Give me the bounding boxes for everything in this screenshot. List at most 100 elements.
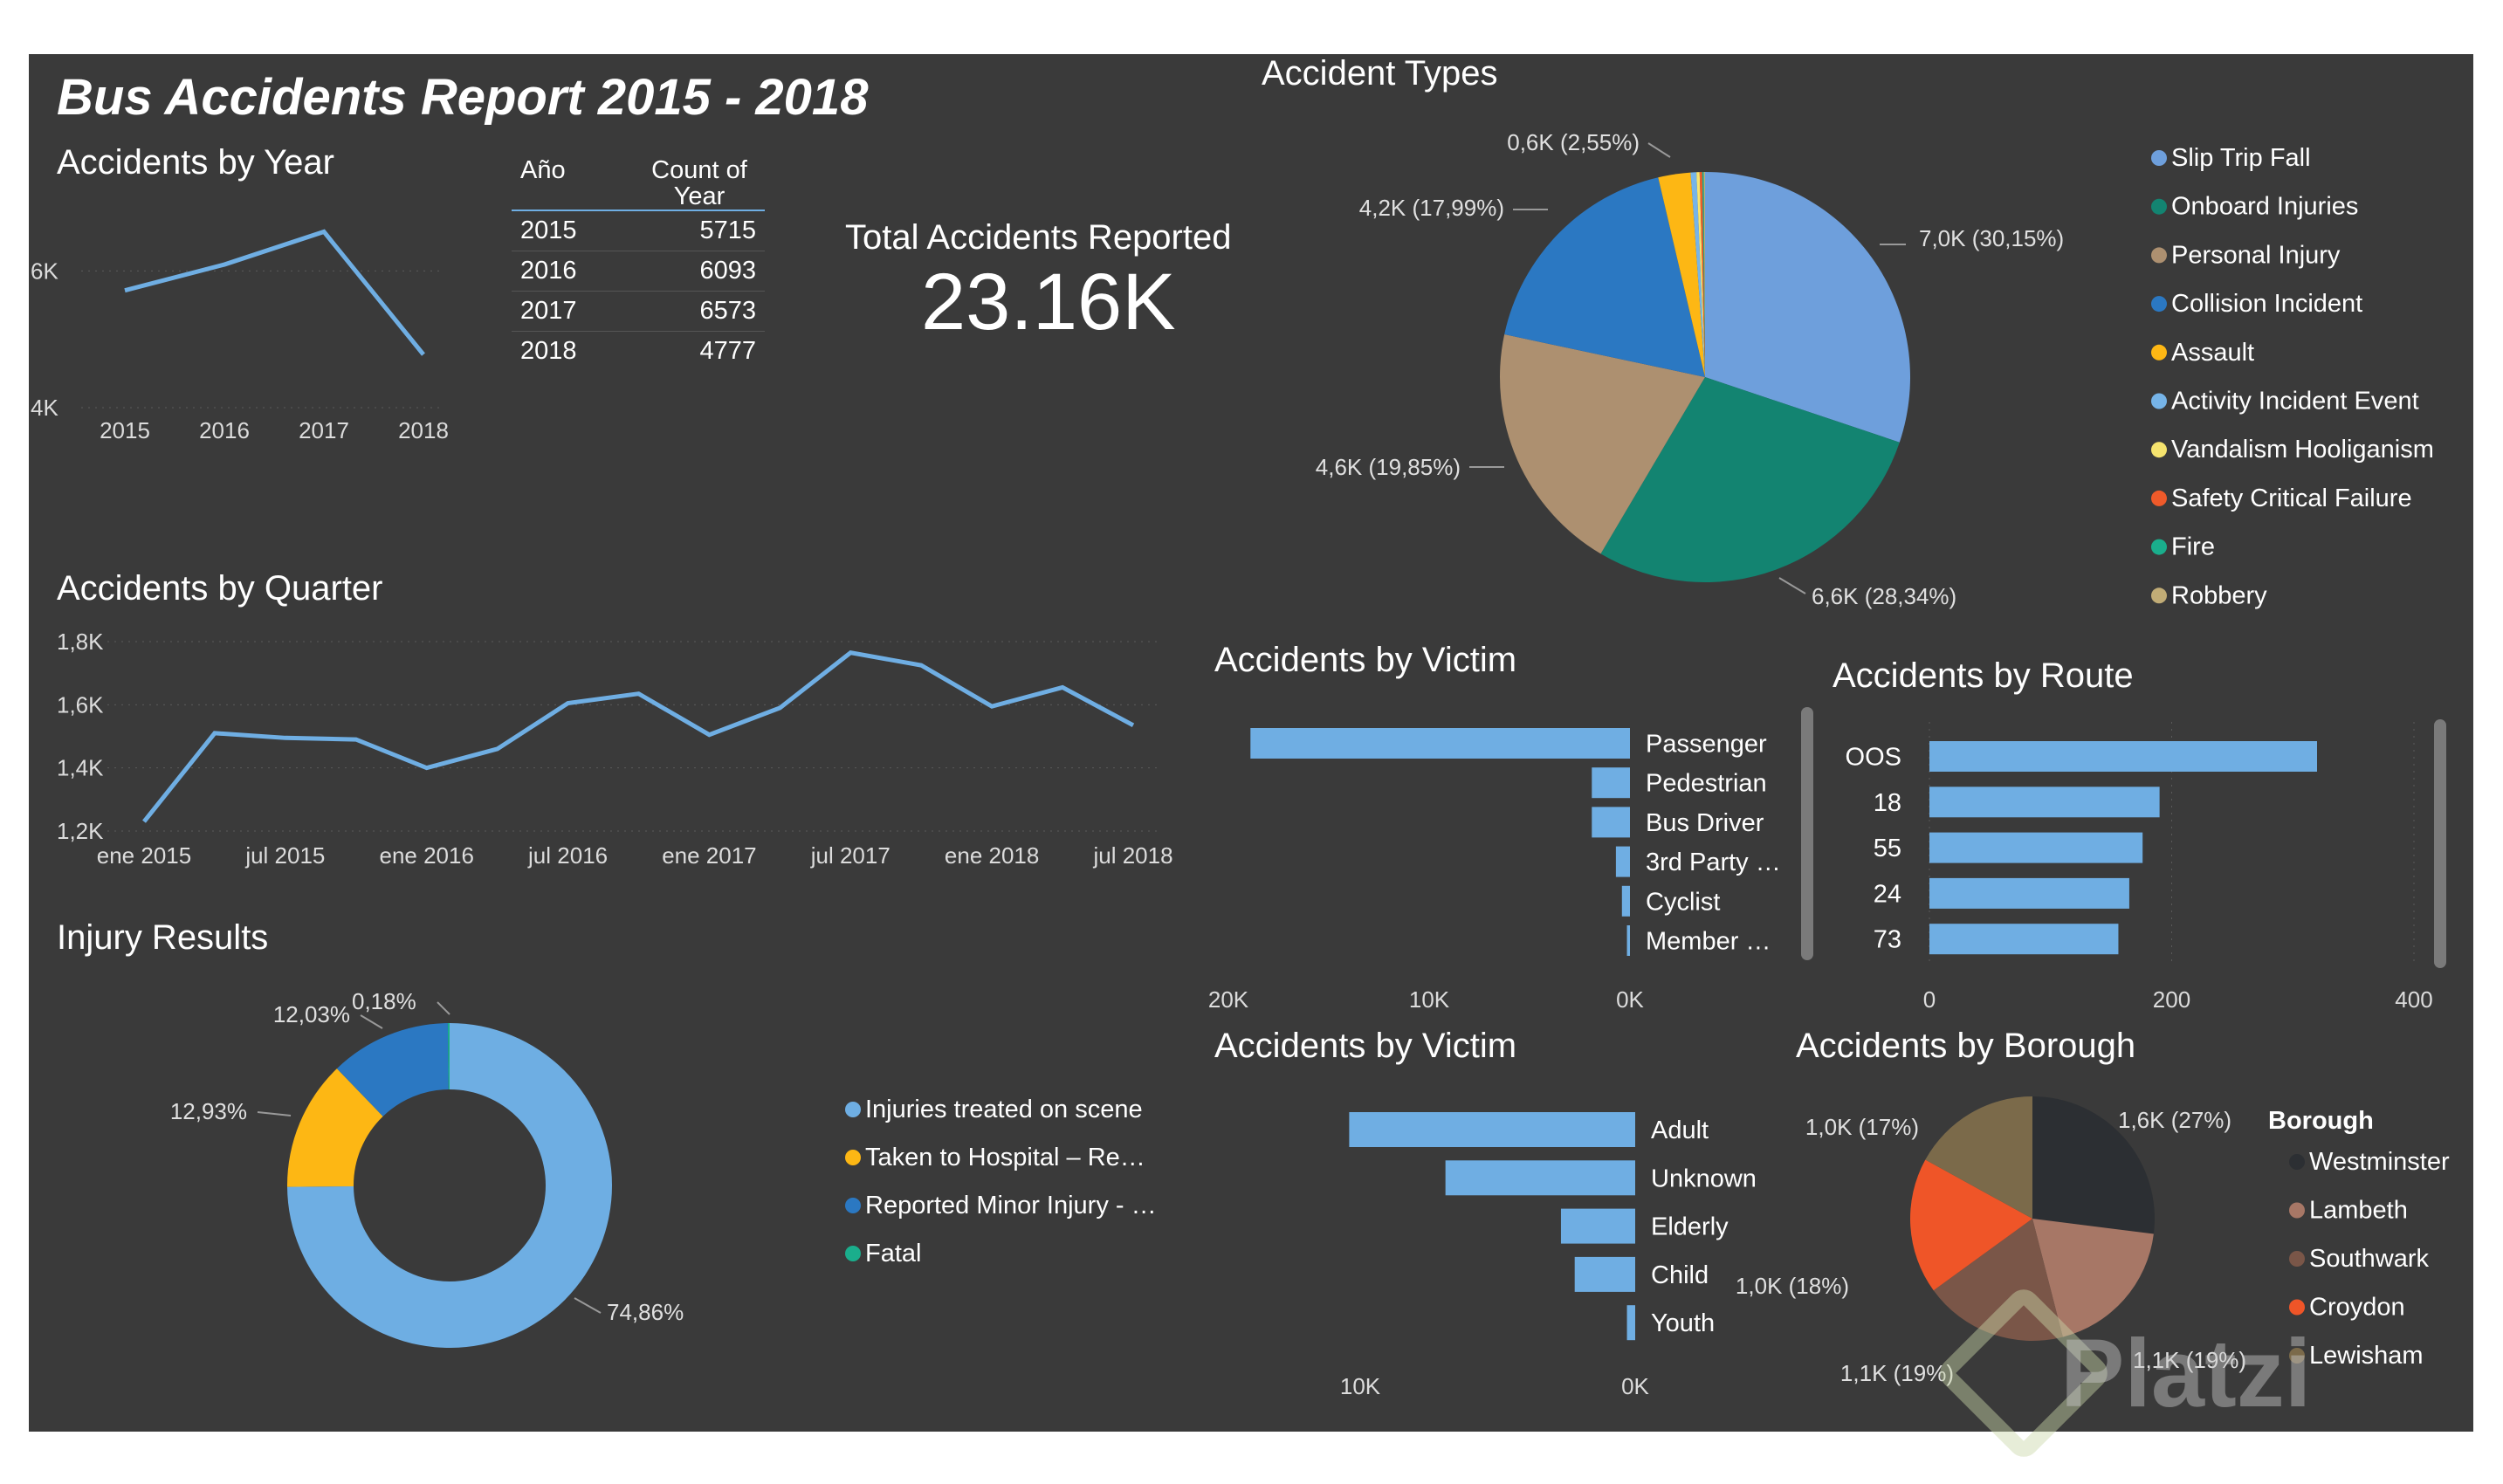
kpi-label: Total Accidents Reported: [845, 218, 1232, 257]
pie-slice-taken-to-hospital-re-: [287, 1068, 383, 1187]
x-tick-label: jul 2017: [810, 842, 890, 869]
route-scrollbar[interactable]: [2434, 719, 2446, 968]
pie-slice-robbery: [1703, 172, 1705, 377]
category-label: Passenger: [1646, 731, 1767, 759]
x-tick-label: 2016: [199, 417, 250, 443]
by-quarter-title: Accidents by Quarter: [57, 569, 383, 608]
count-col-header[interactable]: Count of Year: [651, 156, 747, 210]
x-tick-label: ene 2015: [97, 842, 191, 869]
legend-marker: [2151, 442, 2167, 458]
injury-results-title: Injury Results: [57, 918, 269, 957]
leader-line: [360, 1014, 383, 1029]
legend-label: Collision Incident: [2171, 290, 2362, 318]
bar: [1929, 787, 2160, 818]
pie-slice-southwark: [1933, 1219, 2063, 1342]
legend-marker: [2289, 1202, 2305, 1219]
legend-marker: [2151, 393, 2167, 409]
bar: [1592, 767, 1630, 799]
legend-marker: [2151, 296, 2167, 313]
category-label: Adult: [1651, 1116, 1709, 1144]
x-tick-label: 2018: [398, 417, 449, 443]
legend-label: Southwark: [2309, 1245, 2430, 1273]
pie-slice-westminster: [2032, 1096, 2155, 1234]
leader-line: [437, 1001, 450, 1015]
bar: [1615, 846, 1630, 877]
bar: [1574, 1256, 1635, 1292]
bar: [1929, 877, 2129, 909]
category-label: Cyclist: [1646, 888, 1720, 916]
y-tick-label: 4K: [31, 395, 58, 421]
victim-scrollbar[interactable]: [1801, 707, 1813, 960]
data-label: 7,0K (30,15%): [1919, 225, 2064, 251]
bar: [1560, 1208, 1635, 1244]
data-label: 0,6K (2,55%): [1507, 129, 1640, 155]
category-label: 55: [1874, 835, 1901, 862]
x-tick-label: 20K: [1208, 986, 1249, 1013]
category-label: Member …: [1646, 928, 1771, 956]
x-tick-label: 10K: [1409, 986, 1450, 1013]
year-col-header[interactable]: Año: [520, 156, 566, 184]
pie-slice-vandalism-hooliganism: [1696, 172, 1705, 377]
y-tick-label: 1,2K: [57, 818, 104, 844]
legend-label: Lambeth: [2309, 1197, 2408, 1225]
data-label: 74,86%: [607, 1299, 684, 1325]
accident-types-title: Accident Types: [1262, 54, 1498, 93]
bar: [1626, 1305, 1635, 1341]
pie-slice-slip-trip-fall: [1705, 172, 1910, 443]
legend-label: Westminster: [2309, 1148, 2450, 1176]
legend-label: Taken to Hospital – Re…: [865, 1144, 1145, 1171]
bar: [1621, 885, 1630, 917]
category-label: Elderly: [1651, 1213, 1729, 1241]
leader-line: [1647, 142, 1671, 158]
year-table: Año Count of Year 2015 5715 2016 6093 2017…: [512, 157, 765, 371]
x-tick-label: 200: [2153, 986, 2190, 1013]
legend-label: Injuries treated on scene: [865, 1096, 1143, 1123]
table-cell: 2018: [512, 331, 634, 371]
category-label: Bus Driver: [1646, 809, 1764, 837]
leader-line: [257, 1111, 292, 1116]
table-row: 2017 6573: [512, 291, 765, 332]
legend-marker: [2151, 344, 2167, 361]
legend-label: Lewisham: [2309, 1342, 2424, 1370]
legend-label: Reported Minor Injury - …: [865, 1192, 1157, 1219]
pie-slice-croydon: [1910, 1159, 2032, 1291]
legend-title: Borough: [2268, 1107, 2374, 1135]
legend-label: Safety Critical Failure: [2171, 484, 2412, 512]
pie-slice-lambeth: [2032, 1219, 2154, 1337]
legend-label: Onboard Injuries: [2171, 193, 2358, 221]
report-title: Bus Accidents Report 2015 - 2018: [57, 69, 869, 126]
table-cell: 6573: [634, 291, 765, 332]
legend-label: Croydon: [2309, 1294, 2405, 1322]
category-label: 3rd Party …: [1646, 848, 1781, 876]
table-cell: 5715: [634, 210, 765, 251]
data-label: 1,6K (27%): [2118, 1107, 2231, 1133]
table-cell: 4777: [634, 331, 765, 371]
x-tick-label: 0: [1923, 986, 1936, 1013]
pie-slice-reported-minor-injury-: [336, 1023, 449, 1116]
table-row: 2015 5715: [512, 210, 765, 251]
data-label: 1,0K (18%): [1736, 1273, 1849, 1299]
legend-marker: [2151, 247, 2167, 264]
legend-marker: [2151, 150, 2167, 166]
legend-label: Robbery: [2171, 581, 2267, 609]
victim-type-title: Accidents by Victim: [1214, 641, 1517, 679]
quarter-line: [142, 650, 1135, 823]
bar: [1929, 924, 2119, 955]
legend-marker: [845, 1102, 861, 1117]
legend-label: Assault: [2171, 339, 2254, 367]
legend-marker: [845, 1150, 861, 1165]
pie-slice-assault: [1658, 172, 1705, 377]
x-tick-label: ene 2018: [945, 842, 1039, 869]
data-label: 0,18%: [352, 988, 416, 1014]
watermark: Platzi: [2060, 1320, 2312, 1427]
legend-label: Fire: [2171, 533, 2215, 561]
x-tick-label: 2015: [100, 417, 150, 443]
route-title: Accidents by Route: [1833, 656, 2134, 695]
x-tick-label: jul 2015: [244, 842, 325, 869]
pie-slice-activity-incident-event: [1690, 172, 1705, 377]
pie-slice-personal-injury: [1500, 334, 1705, 554]
data-label: 1,1K (19%): [1840, 1360, 1954, 1386]
legend-marker: [2289, 1348, 2305, 1364]
legend-marker: [2151, 490, 2167, 506]
